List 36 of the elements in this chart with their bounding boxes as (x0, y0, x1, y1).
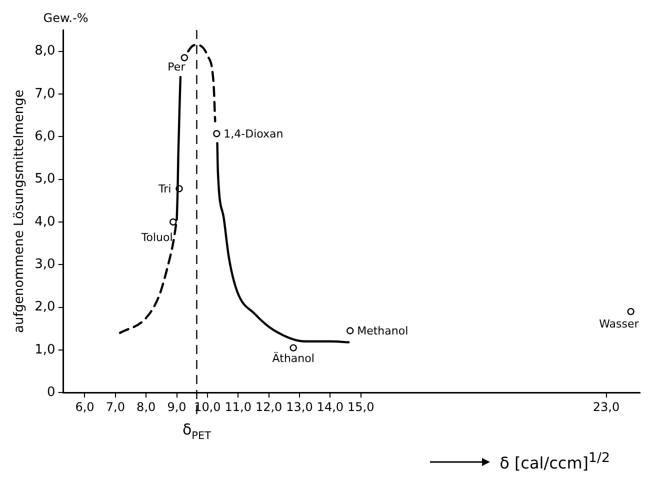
y-tick-label: 5,0 (34, 172, 56, 187)
y-tick-label: 0 (46, 384, 56, 400)
x-tick-label: 11,0 (224, 400, 252, 414)
x-axis-title: δ [cal/ccm]$^{1/2}$ (500, 451, 610, 473)
y-tick-label: 1,0 (34, 342, 56, 358)
annotation: Wasser (599, 318, 640, 331)
y-tick-label: 6,0 (34, 129, 56, 144)
x-tick-label: 15,0 (347, 400, 374, 414)
annotation: Methanol (357, 324, 408, 338)
point (346, 327, 354, 334)
point (180, 54, 188, 62)
x-tick-label: 8,0 (136, 400, 156, 414)
line-series (216, 142, 350, 344)
point (290, 344, 297, 352)
x-tick-label: 9,0 (167, 400, 186, 414)
y-tick-label: 8,0 (34, 44, 56, 59)
x-tick-label: 13,0 (286, 400, 313, 414)
x-tick-label: 23,0 (592, 400, 620, 414)
point (213, 130, 220, 138)
x-tick-label: 7,0 (106, 400, 125, 414)
annotation: Per (168, 60, 186, 74)
point (170, 218, 177, 226)
annotation: Tri (158, 182, 172, 196)
point (627, 308, 634, 316)
annotation: 1,4-Dioxan (224, 128, 284, 141)
y-tick-label: 7,0 (34, 86, 56, 102)
y-tick-label: 4,0 (34, 214, 56, 230)
text: Gew.-% (43, 11, 88, 25)
annotation: Toluol (140, 230, 173, 244)
y-tick-label: 2,0 (34, 300, 56, 315)
y-axis-title: aufgenommene Lösungsmittelmenge (12, 90, 28, 334)
annotation: Äthanol (272, 350, 314, 365)
x-tick-label: 6,0 (75, 400, 94, 414)
x-tick-label: 12,0 (255, 400, 282, 414)
x-tick-label: 14,0 (316, 400, 344, 414)
y-tick-label: 3,0 (34, 257, 56, 272)
